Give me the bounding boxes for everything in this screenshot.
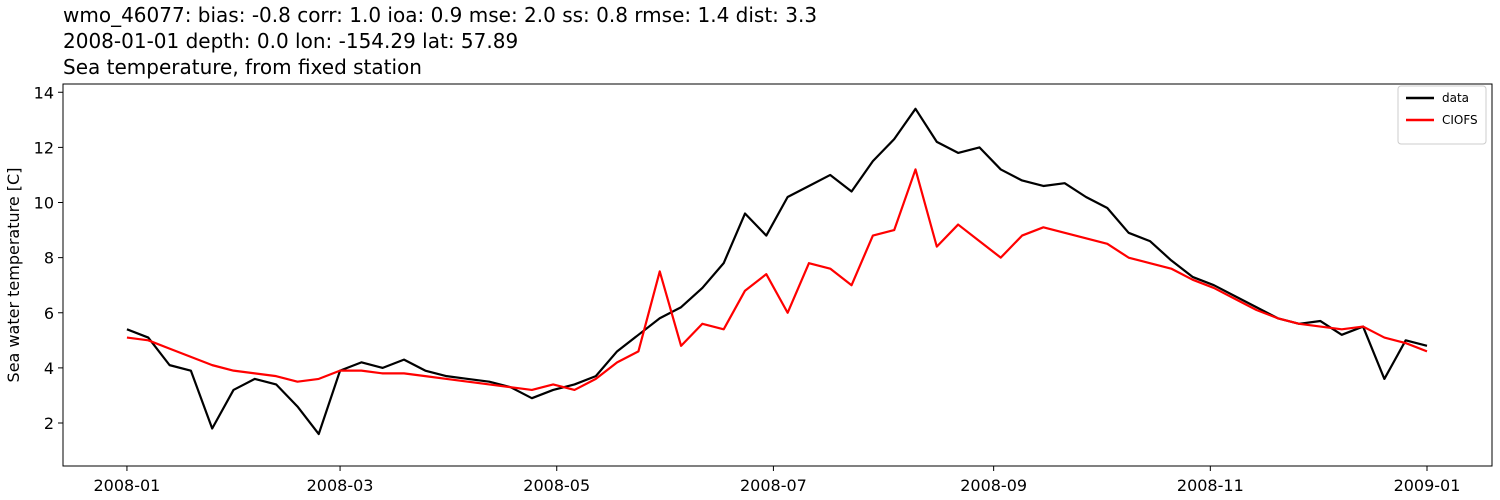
- y-tick-label: 2: [44, 414, 54, 433]
- y-tick-label: 10: [34, 194, 54, 213]
- y-tick-label: 8: [44, 249, 54, 268]
- y-tick-label: 14: [34, 83, 54, 102]
- y-tick-label: 6: [44, 304, 54, 323]
- x-tick-label: 2009-01: [1394, 476, 1461, 495]
- series-line: [126, 168, 1428, 392]
- x-tick-label: 2008-03: [307, 476, 374, 495]
- chart-title: 2008-01-01 depth: 0.0 lon: -154.29 lat: …: [63, 29, 518, 53]
- x-tick-label: 2008-11: [1177, 476, 1244, 495]
- x-tick-label: 2008-07: [740, 476, 807, 495]
- legend-label: CIOFS: [1442, 113, 1478, 127]
- y-axis-label: Sea water temperature [C]: [4, 168, 23, 383]
- chart-title: Sea temperature, from fixed station: [63, 55, 422, 79]
- series-line: [126, 107, 1428, 436]
- y-tick-label: 4: [44, 359, 54, 378]
- x-tick-label: 2008-09: [960, 476, 1027, 495]
- x-tick-label: 2008-05: [523, 476, 590, 495]
- x-tick-label: 2008-01: [94, 476, 161, 495]
- legend-box: [1397, 85, 1487, 145]
- legend: data CIOFS: [1397, 85, 1487, 145]
- chart-title: wmo_46077: bias: -0.8 corr: 1.0 ioa: 0.9…: [63, 3, 817, 27]
- y-tick-label: 12: [34, 138, 54, 157]
- plot-frame: [62, 83, 1493, 467]
- legend-label: data: [1442, 91, 1469, 105]
